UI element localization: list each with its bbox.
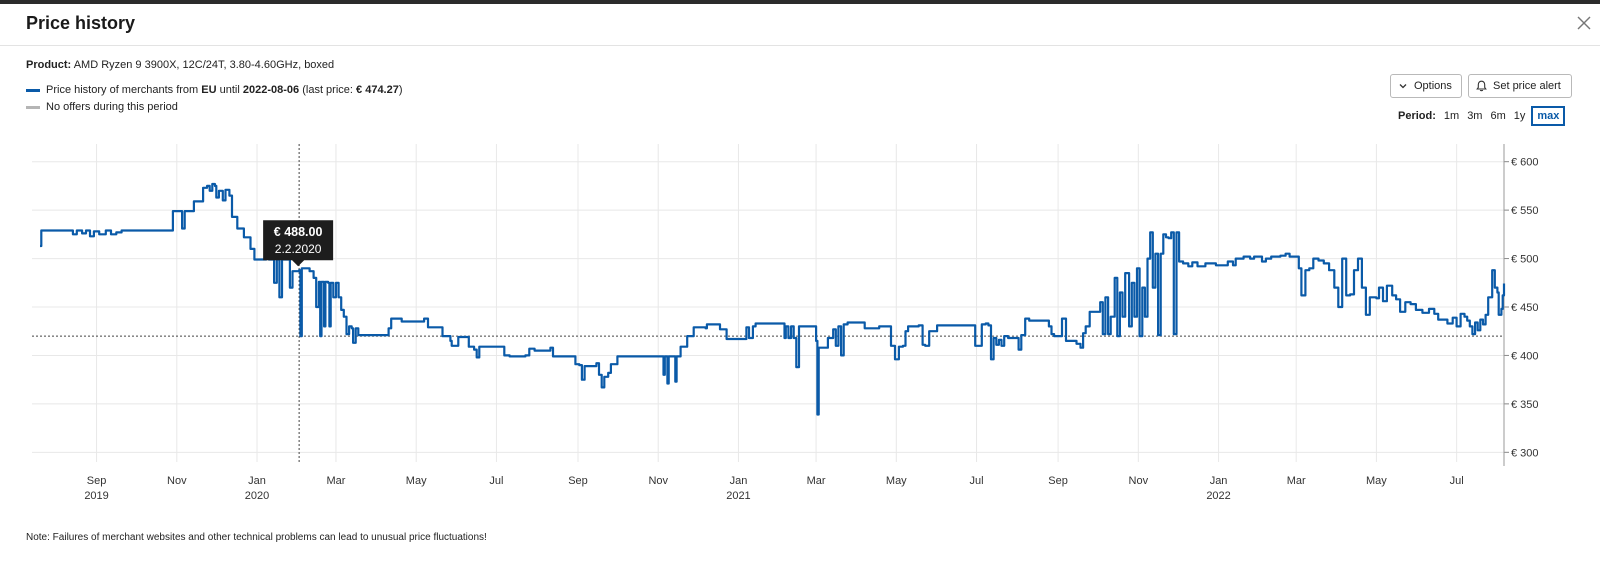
legend-text-2: until: [219, 84, 240, 96]
dialog-header: Price history: [0, 4, 1600, 46]
period-selector: Period: 1m 3m 6m 1y max: [1398, 104, 1566, 128]
x-tick-month: Nov: [167, 475, 187, 487]
period-option-3m[interactable]: 3m: [1467, 110, 1483, 122]
options-button-label: Options: [1414, 80, 1452, 92]
y-tick-label: € 300: [1511, 447, 1539, 459]
product-label: Product:: [26, 59, 72, 71]
x-axis: Sep 2019 Nov Jan 2020 Mar May Jul Sep Nov Jan 2021 M…: [84, 475, 1463, 502]
y-tick-label: € 550: [1511, 205, 1539, 217]
legend-last-price: € 474.27: [356, 84, 399, 96]
x-tick-month: Mar: [326, 475, 345, 487]
x-tick-month: Sep: [1048, 475, 1068, 487]
legend-no-offers-text: No offers during this period: [46, 101, 178, 113]
price-series-line: [40, 182, 1506, 416]
legend-price-history: Price history of merchants from EU until…: [26, 84, 403, 96]
x-tick-month: Jul: [489, 475, 503, 487]
x-tick-month: Jan: [248, 475, 266, 487]
period-label: Period:: [1398, 110, 1436, 122]
hover-crosshair: [32, 144, 1504, 462]
chevron-down-icon: [1399, 84, 1407, 89]
product-line: Product: AMD Ryzen 9 3900X, 12C/24T, 3.8…: [26, 59, 334, 71]
legend-no-offers: No offers during this period: [26, 101, 178, 113]
x-tick-year: 2020: [245, 490, 269, 502]
x-tick-month: Mar: [807, 475, 826, 487]
legend-region: EU: [201, 84, 217, 96]
x-tick-month: Sep: [87, 475, 107, 487]
set-price-alert-label: Set price alert: [1493, 80, 1561, 92]
dialog-title: Price history: [26, 13, 136, 33]
x-tick-month: Nov: [1129, 475, 1149, 487]
price-tooltip: € 488.00 2.2.2020: [263, 220, 334, 267]
price-chart[interactable]: € 300 € 350 € 400 € 450 € 500 € 550 € 600 Sep 2…: [0, 144, 1600, 514]
set-price-alert-button[interactable]: Set price alert: [1468, 74, 1572, 98]
x-tick-month: Jan: [1210, 475, 1228, 487]
period-option-1y[interactable]: 1y: [1513, 110, 1526, 122]
legend-text-3: (last price:: [302, 84, 353, 96]
x-tick-month: May: [1366, 475, 1387, 487]
x-tick-month: Jan: [730, 475, 748, 487]
x-tick-month: May: [886, 475, 907, 487]
close-icon[interactable]: [1574, 13, 1594, 33]
x-tick-month: Sep: [568, 475, 588, 487]
options-button[interactable]: Options: [1390, 74, 1462, 98]
footnote: Note: Failures of merchant websites and …: [26, 532, 487, 543]
chart-grid: [32, 144, 1504, 462]
y-axis: € 300 € 350 € 400 € 450 € 500 € 550 € 600: [1503, 144, 1539, 466]
x-tick-month: Nov: [648, 475, 668, 487]
price-history-dialog: Price history Product: AMD Ryzen 9 3900X…: [0, 4, 1600, 566]
legend-swatch-grey: [26, 105, 40, 109]
x-tick-month: Jul: [970, 475, 984, 487]
x-tick-year: 2021: [726, 490, 750, 502]
legend-text-4: ): [398, 84, 403, 96]
y-tick-label: € 350: [1511, 399, 1539, 411]
x-tick-year: 2022: [1206, 490, 1230, 502]
x-tick-month: Jul: [1450, 475, 1464, 487]
y-tick-label: € 450: [1511, 302, 1539, 314]
y-tick-label: € 500: [1511, 254, 1539, 266]
tooltip-date: 2.2.2020: [275, 242, 322, 256]
y-tick-label: € 400: [1511, 350, 1539, 362]
tooltip-box: [263, 220, 334, 267]
y-tick-label: € 600: [1511, 157, 1539, 169]
product-name: AMD Ryzen 9 3900X, 12C/24T, 3.80-4.60GHz…: [73, 59, 335, 71]
x-tick-month: Mar: [1287, 475, 1306, 487]
legend-swatch-blue: [26, 88, 40, 92]
x-tick-month: May: [406, 475, 427, 487]
legend-text-1: Price history of merchants from: [46, 84, 199, 96]
tooltip-value: € 488.00: [274, 225, 323, 239]
period-option-6m[interactable]: 6m: [1490, 110, 1506, 122]
bell-icon: [1476, 80, 1487, 92]
legend-until-date: 2022-08-06: [242, 84, 300, 96]
period-option-max[interactable]: max: [1531, 106, 1566, 126]
period-option-1m[interactable]: 1m: [1443, 110, 1460, 122]
x-tick-year: 2019: [84, 490, 108, 502]
